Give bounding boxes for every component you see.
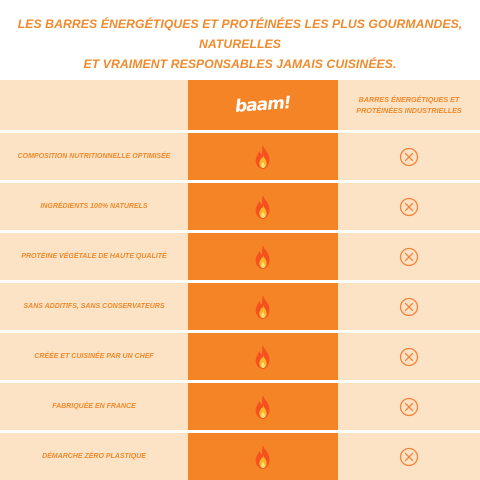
- industrial-cell: [338, 433, 480, 480]
- table-row: SANS ADDITIFS, SANS CONSERVATEURS: [0, 283, 480, 330]
- fire-icon: [255, 144, 270, 169]
- baam-logo: baam!: [234, 93, 292, 117]
- table-row: COMPOSITION NUTRITIONNELLE OPTIMISÉE: [0, 133, 480, 180]
- row-divider: [0, 280, 480, 283]
- baam-logo-header: baam!: [188, 80, 338, 130]
- table-row: CRÉÉE ET CUISINÉE PAR UN CHEF: [0, 333, 480, 380]
- industrial-cell: [338, 333, 480, 380]
- x-circle-icon: [399, 447, 419, 466]
- row-divider: [0, 180, 480, 183]
- headline: LES BARRES ÉNERGÉTIQUES ET PROTÉINÉES LE…: [0, 14, 480, 74]
- row-divider: [0, 230, 480, 233]
- industrial-column-title: BARRES ÉNERGÉTIQUES ET PROTÉINÉES INDUST…: [356, 95, 462, 115]
- baam-cell: [188, 333, 338, 380]
- industrial-cell: [338, 383, 480, 430]
- x-circle-icon: [399, 147, 419, 166]
- row-label: FABRIQUÉE EN FRANCE: [52, 403, 136, 410]
- baam-cell: [188, 283, 338, 330]
- row-divider: [0, 380, 480, 383]
- fire-icon: [255, 194, 270, 219]
- table-row: FABRIQUÉE EN FRANCE: [0, 383, 480, 430]
- x-circle-icon: [399, 347, 419, 366]
- baam-cell: [188, 133, 338, 180]
- row-label: SANS ADDITIFS, SANS CONSERVATEURS: [23, 303, 165, 310]
- table-row: PROTÉINE VÉGÉTALE DE HAUTE QUALITÉ: [0, 233, 480, 280]
- fire-icon: [255, 344, 270, 369]
- baam-cell: [188, 183, 338, 230]
- baam-cell: [188, 383, 338, 430]
- industrial-cell: [338, 183, 480, 230]
- row-divider: [0, 430, 480, 433]
- baam-cell: [188, 433, 338, 480]
- row-label: INGRÉDIENTS 100% NATURELS: [40, 203, 148, 210]
- fire-icon: [255, 444, 270, 469]
- fire-icon: [255, 244, 270, 269]
- table-row: DÉMARCHE ZÉRO PLASTIQUE: [0, 433, 480, 480]
- industrial-column-header: BARRES ÉNERGÉTIQUES ET PROTÉINÉES INDUST…: [338, 80, 480, 130]
- baam-cell: [188, 233, 338, 280]
- row-divider: [0, 330, 480, 333]
- industrial-cell: [338, 283, 480, 330]
- row-label: CRÉÉE ET CUISINÉE PAR UN CHEF: [34, 353, 154, 360]
- x-circle-icon: [399, 397, 419, 416]
- headline-line-1: LES BARRES ÉNERGÉTIQUES ET PROTÉINÉES LE…: [17, 17, 463, 51]
- row-label: PROTÉINE VÉGÉTALE DE HAUTE QUALITÉ: [21, 253, 167, 260]
- industrial-cell: [338, 133, 480, 180]
- table-row: INGRÉDIENTS 100% NATURELS: [0, 183, 480, 230]
- headline-line-2: ET VRAIMENT RESPONSABLES JAMAIS CUISINÉE…: [83, 57, 397, 71]
- row-label: COMPOSITION NUTRITIONNELLE OPTIMISÉE: [17, 153, 171, 160]
- row-divider: [0, 130, 480, 133]
- fire-icon: [255, 394, 270, 419]
- fire-icon: [255, 294, 270, 319]
- x-circle-icon: [399, 247, 419, 266]
- row-label: DÉMARCHE ZÉRO PLASTIQUE: [42, 453, 146, 460]
- x-circle-icon: [399, 297, 419, 316]
- x-circle-icon: [399, 197, 419, 216]
- industrial-cell: [338, 233, 480, 280]
- comparison-table: baam! BARRES ÉNERGÉTIQUES ET PROTÉINÉES …: [0, 80, 480, 480]
